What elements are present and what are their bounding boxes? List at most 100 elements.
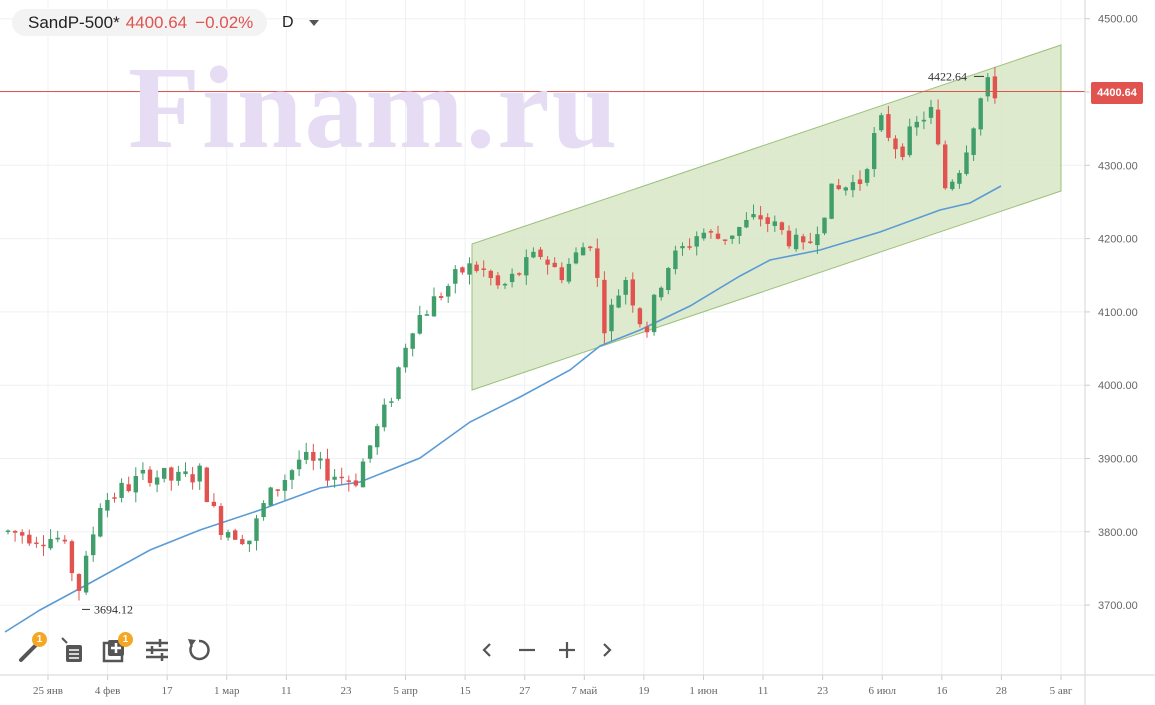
candle-up: [971, 128, 976, 155]
candle-down: [126, 484, 131, 492]
price-tick-label: 4100.00: [1098, 307, 1138, 319]
settings-sliders-icon: [146, 639, 168, 661]
candle-down: [538, 249, 543, 258]
candle-up: [318, 458, 323, 461]
candle-down: [311, 451, 316, 461]
candle-down: [886, 114, 891, 138]
zoom-out-button[interactable]: [510, 635, 544, 665]
candle-up: [531, 251, 536, 258]
time-tick-label: 6 июл: [868, 685, 896, 697]
candle-up: [680, 246, 685, 249]
candle-up: [864, 169, 870, 183]
candle-up: [247, 540, 252, 545]
zoom-in-button[interactable]: [550, 635, 584, 665]
time-tick-label: 1 мар: [214, 685, 240, 697]
reset-button[interactable]: [182, 634, 216, 666]
candle-down: [488, 270, 493, 279]
settings-button[interactable]: [140, 634, 174, 666]
candle-down: [595, 248, 600, 278]
candle-up: [140, 469, 146, 474]
candle-up: [815, 234, 820, 246]
candle-down: [758, 215, 763, 220]
candle-up: [751, 214, 756, 218]
time-tick-label: 1 июн: [689, 685, 717, 697]
candle-up: [5, 530, 11, 533]
objects-list-button[interactable]: [56, 634, 90, 666]
scroll-right-button[interactable]: [590, 635, 624, 665]
time-tick-label: 5 апр: [393, 685, 418, 697]
brush-button[interactable]: 1: [14, 632, 48, 666]
candle-up: [98, 507, 103, 537]
chevron-down-icon[interactable]: [309, 20, 319, 26]
candle-up: [850, 182, 856, 191]
candle-up: [829, 183, 834, 219]
candle-down: [602, 279, 607, 334]
drawing-toolbar: 1 1: [14, 632, 216, 666]
candle-up: [332, 476, 337, 480]
candle-up: [793, 234, 799, 250]
time-tick-label: 17: [162, 685, 174, 697]
candle-down: [545, 259, 550, 265]
price-tick-label: 4000.00: [1098, 380, 1138, 392]
candle-up: [446, 285, 451, 297]
candle-up: [950, 181, 955, 190]
candle-down: [147, 469, 153, 483]
candle-down: [559, 267, 564, 281]
symbol-selector[interactable]: SandP-500* 4400.64 −0.02%: [12, 9, 268, 36]
candle-down: [495, 275, 501, 286]
high-value-label: 4422.64: [928, 69, 967, 83]
watermark: Finam.ru: [128, 42, 620, 173]
interval-selector[interactable]: D: [282, 14, 294, 31]
candle-down: [474, 264, 479, 271]
candle-up: [360, 461, 366, 488]
candle-down: [943, 144, 948, 189]
candle-up: [296, 459, 302, 470]
candle-up: [744, 219, 749, 228]
candle-up: [573, 252, 579, 264]
candle-up: [289, 470, 295, 480]
candle-up: [772, 221, 777, 226]
candle-up: [304, 451, 309, 460]
chevron-right-icon: [603, 643, 612, 657]
candle-down: [935, 109, 941, 145]
candle-up: [914, 121, 919, 128]
price-change: −0.02%: [195, 12, 254, 32]
candle-up: [105, 499, 110, 511]
candle-down: [339, 476, 344, 479]
time-tick-label: 25 янв: [33, 685, 63, 697]
candle-up: [225, 532, 231, 538]
candle-up: [119, 482, 124, 498]
candle-up: [737, 226, 742, 236]
candle-up: [879, 115, 884, 131]
candle-down: [325, 458, 330, 481]
candle-down: [69, 541, 75, 574]
candle-down: [900, 146, 905, 158]
candle-up: [375, 426, 380, 448]
time-tick-label: 5 авг: [1050, 685, 1073, 697]
candle-down: [893, 138, 898, 150]
time-tick-label: 23: [340, 685, 352, 697]
price-tick-label: 4500.00: [1098, 14, 1138, 26]
price-tick-label: 3700.00: [1098, 600, 1138, 612]
scroll-left-button[interactable]: [470, 635, 504, 665]
chart-annotations: 3694.12 4422.64: [82, 69, 984, 616]
candle-up: [261, 503, 266, 518]
candle-up: [964, 152, 969, 174]
candle-down: [190, 474, 195, 483]
candle-down: [644, 326, 650, 333]
time-tick-label: 16: [936, 685, 948, 697]
candle-up: [694, 236, 699, 247]
candle-down: [715, 233, 721, 239]
candle-down: [481, 268, 486, 270]
low-value-label: 3694.12: [94, 602, 133, 616]
candle-up: [403, 347, 408, 368]
add-indicator-button[interactable]: 1: [98, 632, 133, 666]
candle-up: [524, 257, 529, 276]
candle-down: [857, 179, 863, 184]
candle-up: [985, 77, 990, 97]
candle-up: [162, 467, 167, 479]
candle-down: [588, 246, 593, 249]
time-tick-label: 4 фев: [95, 685, 120, 697]
candle-up: [566, 263, 572, 282]
